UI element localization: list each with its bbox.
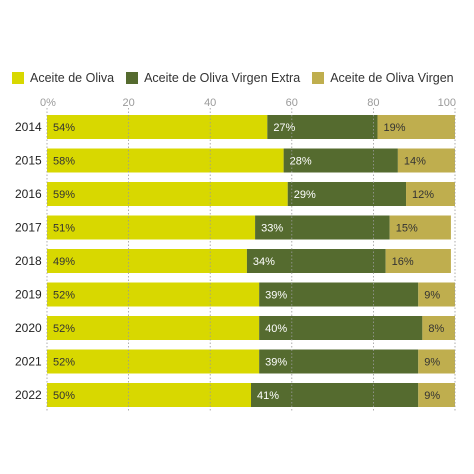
bar-2018-series-1 xyxy=(246,249,386,273)
legend-label-aceite-virgen-extra: Aceite de Oliva Virgen Extra xyxy=(144,71,301,85)
category-label-2014: 2014 xyxy=(15,120,42,134)
legend-item-aceite-virgen-extra: Aceite de Oliva Virgen Extra xyxy=(126,71,300,85)
category-label-2021: 2021 xyxy=(15,355,42,369)
data-label-2019-series-0: 52% xyxy=(53,290,75,302)
data-label-2016-series-0: 59% xyxy=(53,189,75,201)
x-tick-label-0: 0% xyxy=(40,97,56,109)
legend-item-aceite-virgen: Aceite de Oliva Virgen xyxy=(312,71,454,85)
bar-2017-series-2 xyxy=(389,215,451,240)
data-label-2014-series-1: 27% xyxy=(273,122,295,134)
data-label-2017-series-0: 51% xyxy=(53,223,75,235)
x-tick-label-3: 60 xyxy=(286,97,298,109)
legend-item-aceite-de-oliva: Aceite de Oliva xyxy=(12,71,114,85)
category-label-2018: 2018 xyxy=(15,254,42,268)
data-label-2019-series-1: 39% xyxy=(265,290,287,302)
bar-2021-series-2 xyxy=(418,349,455,374)
x-tick-label-2: 40 xyxy=(204,97,216,109)
data-label-2019-series-2: 9% xyxy=(424,290,440,302)
bar-2020-series-0 xyxy=(47,316,260,340)
data-label-2018-series-0: 49% xyxy=(53,256,75,268)
bar-2015-series-0 xyxy=(47,148,284,173)
bar-2014-series-1 xyxy=(267,115,378,139)
data-label-2020-series-1: 40% xyxy=(265,323,287,335)
bar-2016-series-1 xyxy=(287,182,407,206)
bar-2019-series-1 xyxy=(259,282,419,307)
chart-legend: Aceite de Oliva Aceite de Oliva Virgen E… xyxy=(12,71,454,85)
data-label-2018-series-1: 34% xyxy=(253,256,275,268)
legend-swatch-aceite-virgen-extra xyxy=(126,72,139,84)
bar-2019-series-2 xyxy=(418,282,455,307)
legend-label-aceite-virgen: Aceite de Oliva Virgen xyxy=(330,71,454,85)
data-label-2022-series-1: 41% xyxy=(257,390,279,402)
category-label-2020: 2020 xyxy=(15,321,42,335)
data-label-2021-series-0: 52% xyxy=(53,357,75,369)
data-label-2016-series-1: 29% xyxy=(294,189,316,201)
data-label-2015-series-0: 58% xyxy=(53,156,75,168)
data-label-2021-series-2: 9% xyxy=(424,357,440,369)
bar-2022-series-0 xyxy=(47,383,251,407)
legend-swatch-aceite-virgen xyxy=(312,72,325,84)
bar-2015-series-1 xyxy=(283,148,398,173)
data-label-2022-series-0: 50% xyxy=(53,390,75,402)
bar-2018-series-2 xyxy=(385,249,451,273)
bar-2017-series-1 xyxy=(255,215,390,240)
data-label-2016-series-2: 12% xyxy=(412,189,434,201)
bar-2021-series-0 xyxy=(47,349,260,374)
data-label-2018-series-2: 16% xyxy=(392,256,414,268)
category-label-2022: 2022 xyxy=(15,388,42,402)
data-label-2015-series-1: 28% xyxy=(290,156,312,168)
legend-label-aceite-de-oliva: Aceite de Oliva xyxy=(30,71,115,85)
bar-2022-series-2 xyxy=(418,383,455,407)
bar-2019-series-0 xyxy=(47,282,260,307)
bar-2020-series-2 xyxy=(422,316,455,340)
x-tick-label-5: 100 xyxy=(438,97,456,109)
category-label-2019: 2019 xyxy=(15,288,42,302)
legend-swatch-aceite-de-oliva xyxy=(12,72,24,84)
bar-2014-series-0 xyxy=(47,115,268,139)
data-label-2017-series-1: 33% xyxy=(261,223,283,235)
bar-2016-series-0 xyxy=(47,182,288,206)
data-label-2015-series-2: 14% xyxy=(404,156,426,168)
category-label-2015: 2015 xyxy=(15,154,42,168)
x-tick-label-4: 80 xyxy=(367,97,379,109)
bar-2014-series-2 xyxy=(377,115,455,139)
data-label-2020-series-0: 52% xyxy=(53,323,75,335)
data-label-2014-series-0: 54% xyxy=(53,122,75,134)
bar-2020-series-1 xyxy=(259,316,423,340)
bar-2017-series-0 xyxy=(47,215,256,240)
category-label-2016: 2016 xyxy=(15,187,42,201)
data-label-2020-series-2: 8% xyxy=(428,323,444,335)
bar-2022-series-1 xyxy=(251,383,419,407)
bar-2015-series-2 xyxy=(397,148,455,173)
data-label-2021-series-1: 39% xyxy=(265,357,287,369)
category-label-2017: 2017 xyxy=(15,221,42,235)
x-tick-label-1: 20 xyxy=(122,97,134,109)
data-label-2017-series-2: 15% xyxy=(396,223,418,235)
data-label-2014-series-2: 19% xyxy=(383,122,405,134)
data-label-2022-series-2: 9% xyxy=(424,390,440,402)
bar-2016-series-2 xyxy=(406,182,455,206)
bar-2018-series-0 xyxy=(47,249,247,273)
bar-2021-series-1 xyxy=(259,349,419,374)
